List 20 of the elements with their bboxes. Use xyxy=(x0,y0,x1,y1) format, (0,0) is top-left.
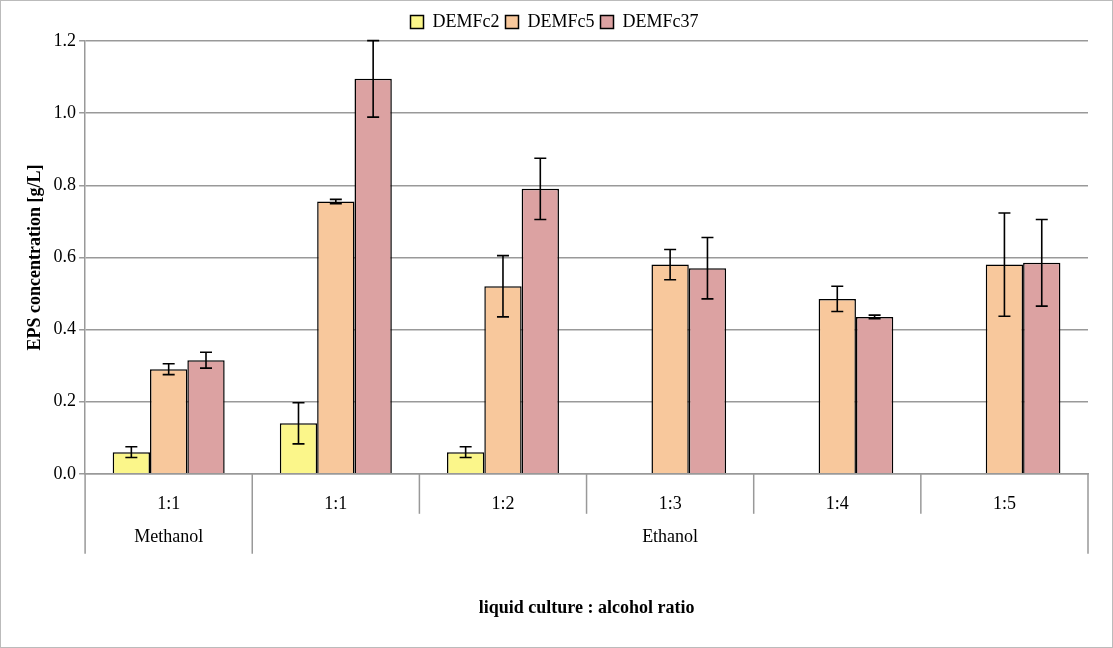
legend-label: DEMFc2 xyxy=(432,10,500,31)
y-tick-label: 1.2 xyxy=(53,29,77,50)
y-tick-label: 0.6 xyxy=(53,246,77,267)
x-tick-label: 1:2 xyxy=(491,493,515,514)
y-tick-label: 0.4 xyxy=(53,318,77,339)
text: Methanol xyxy=(134,525,204,546)
y-tick-label: 0.2 xyxy=(53,390,77,411)
text: Ethanol xyxy=(642,525,699,546)
x-axis-title: liquid culture : alcohol ratio xyxy=(478,596,695,617)
x-tick-label: 1:4 xyxy=(825,493,849,514)
x-tick-label: 1:5 xyxy=(992,493,1016,514)
legend-label: DEMFc37 xyxy=(622,10,699,31)
y-tick-label: 0.0 xyxy=(53,462,77,483)
y-axis-title: EPS concentration [g/L] xyxy=(24,164,45,351)
y-tick-label: 1.0 xyxy=(53,101,77,122)
legend-label: DEMFc5 xyxy=(527,10,595,31)
x-tick-label: 1:1 xyxy=(324,493,348,514)
y-tick-label: 0.8 xyxy=(53,174,77,194)
x-tick-label: 1:3 xyxy=(658,493,682,514)
x-tick-label: 1:1 xyxy=(157,493,181,514)
